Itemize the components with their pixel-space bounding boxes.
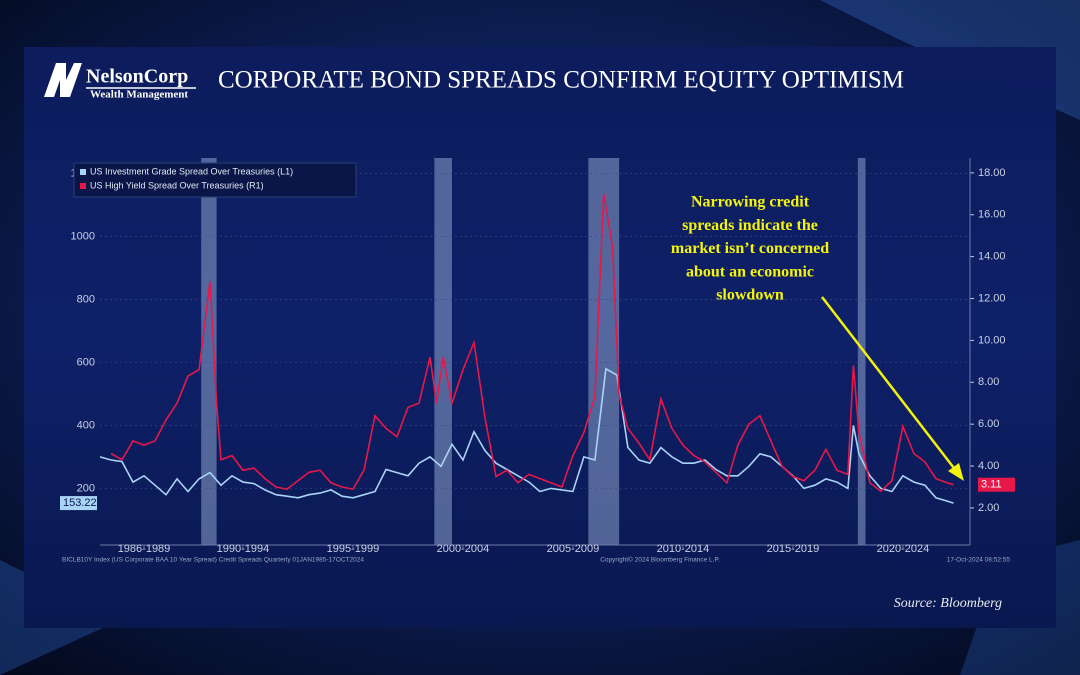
series-line bbox=[99, 367, 954, 504]
y2-tick-label: 2.00 bbox=[978, 502, 999, 514]
footnote: BICLB10Y Index (US Corporate BAA 10 Year… bbox=[62, 557, 364, 564]
source: Source: Bloomberg bbox=[894, 596, 1002, 611]
y2-tick-label: 12.00 bbox=[978, 292, 1006, 304]
y2-tick-label: 16.00 bbox=[978, 209, 1006, 221]
x-tick-label: 2020-2024 bbox=[877, 543, 930, 555]
recession-band bbox=[857, 158, 866, 545]
plot: 200400600800100012002.004.006.008.0010.0… bbox=[60, 158, 1015, 555]
legend-box bbox=[73, 162, 357, 198]
x-tick-label: 2000-2004 bbox=[437, 543, 490, 555]
y2-tick-label: 18.00 bbox=[978, 167, 1006, 179]
annotation: spreads indicate the bbox=[682, 217, 818, 234]
y2-tick-label: 6.00 bbox=[978, 418, 999, 430]
legend-swatch bbox=[80, 169, 86, 175]
y2-tick-label: 8.00 bbox=[978, 376, 999, 388]
x-tick-label: 2010-2014 bbox=[657, 543, 710, 555]
y-tick-label: 1000 bbox=[71, 231, 95, 243]
annotation: market isn’t concerned bbox=[671, 240, 829, 257]
logo-mark bbox=[44, 63, 82, 97]
y-tick-label: 800 bbox=[77, 293, 95, 305]
last-value-label: 153.22 bbox=[63, 497, 97, 509]
legend-swatch bbox=[80, 183, 86, 189]
y-tick-label: 200 bbox=[77, 482, 95, 494]
recession-band bbox=[434, 158, 452, 545]
x-tick-label: 1986-1989 bbox=[118, 543, 171, 555]
annotation: about an economic bbox=[686, 263, 814, 280]
series-line bbox=[110, 193, 954, 493]
y2-tick-label: 4.00 bbox=[978, 460, 999, 472]
footnote: Copyright© 2024 Bloomberg Finance L.P. bbox=[600, 556, 720, 564]
legend-label: US Investment Grade Spread Over Treasuri… bbox=[90, 166, 293, 176]
slide-panel bbox=[24, 47, 1056, 628]
chart-title: CORPORATE BOND SPREADS CONFIRM EQUITY OP… bbox=[218, 67, 904, 94]
arrow-head bbox=[948, 463, 964, 481]
annotation-arrow bbox=[821, 296, 958, 473]
recession-band bbox=[201, 158, 217, 545]
y2-tick-label: 14.00 bbox=[978, 251, 1006, 263]
annotation: Narrowing credit bbox=[691, 194, 810, 211]
x-tick-label: 1990-1994 bbox=[217, 543, 270, 555]
recession-band bbox=[588, 158, 620, 545]
last-value-box bbox=[978, 477, 1015, 492]
x-tick-label: 1995-1999 bbox=[327, 543, 380, 555]
legend-label: US High Yield Spread Over Treasuries (R1… bbox=[90, 180, 264, 190]
brand-name: NelsonCorp bbox=[86, 66, 188, 88]
brand-tagline: Wealth Management bbox=[90, 89, 188, 101]
x-tick-label: 2015-2019 bbox=[767, 543, 820, 555]
y-tick-label: 600 bbox=[77, 356, 95, 368]
annotation: slowdown bbox=[716, 286, 784, 303]
y-tick-label: 400 bbox=[77, 419, 95, 431]
overlay: Narrowing credit spreads indicate the mark… bbox=[671, 194, 964, 481]
last-value-label: 3.11 bbox=[981, 479, 1002, 491]
footnote: 17-Oct-2024 08:52:55 bbox=[947, 557, 1011, 564]
last-value-box bbox=[60, 496, 97, 511]
x-tick-label: 2005-2009 bbox=[547, 543, 600, 555]
y2-tick-label: 10.00 bbox=[978, 334, 1006, 346]
